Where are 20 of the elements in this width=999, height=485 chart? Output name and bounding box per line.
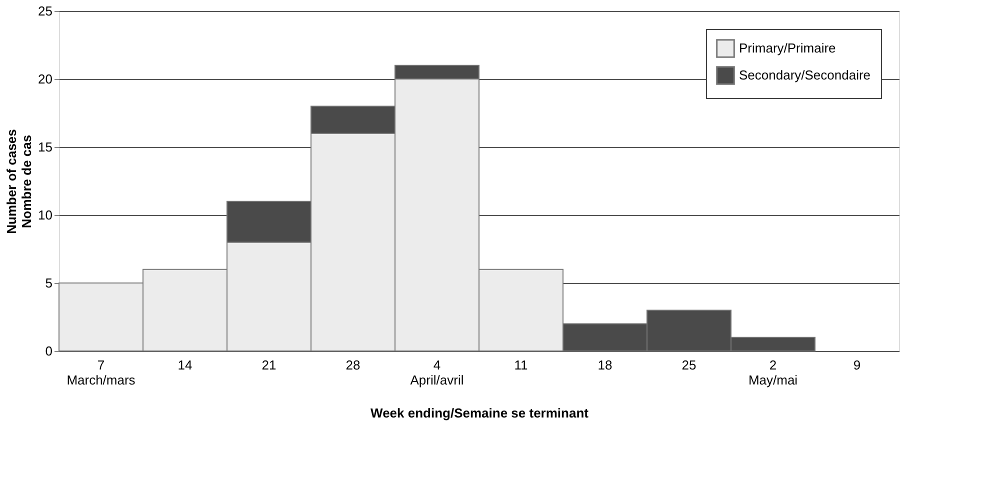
x-tick-label: 7 March/mars [66,358,136,388]
y-tick-label: 0 [45,344,52,358]
x-tick-label: 14 [178,358,192,372]
x-tick-label: 2 May/mai [748,358,798,388]
x-tick-label: 11 [514,358,528,372]
y-tick-label: 15 [38,140,52,154]
y-axis-title: Number of cases Nombre de cas [4,129,34,234]
legend-label: Secondary/Secondaire [739,68,871,82]
y-tick-label: 25 [38,4,52,18]
x-tick-label: 18 [598,358,612,372]
y-tick-label: 20 [38,72,52,86]
y-tick-label: 5 [45,276,52,290]
x-tick-label: 4 April/avril [410,358,464,388]
x-tick-label: 25 [682,358,696,372]
legend-label: Primary/Primaire [739,40,836,56]
x-tick-label: 9 [853,358,861,372]
x-tick-label: 28 [346,358,360,372]
x-tick-label: 21 [262,358,276,372]
y-tick-label: 10 [38,208,52,222]
x-axis-title: Week ending/Semaine se terminant [370,406,590,420]
